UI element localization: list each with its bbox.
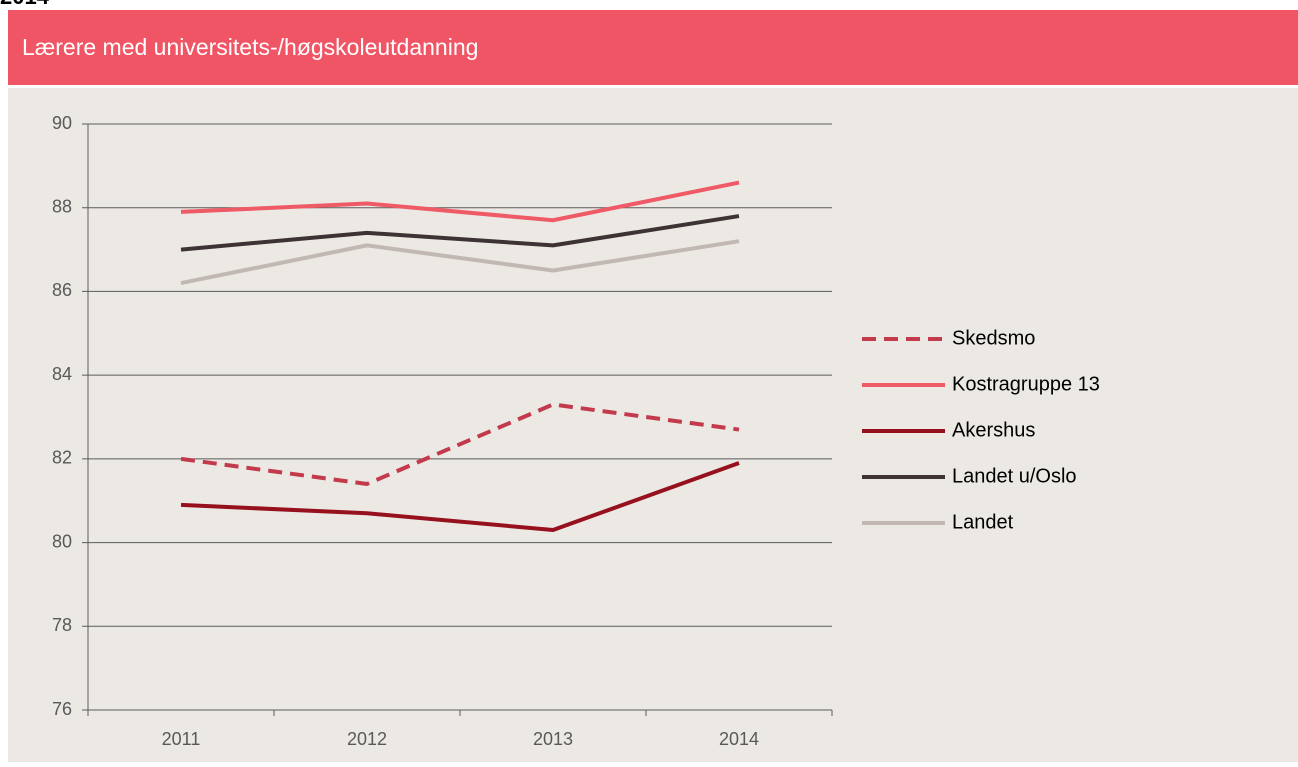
y-tick-label: 78 (52, 615, 72, 635)
series-line (180, 214, 740, 252)
y-tick-label: 80 (52, 531, 72, 551)
legend-label: Landet (952, 511, 1014, 533)
y-tick-label: 88 (52, 196, 72, 216)
x-tick-label: 2013 (533, 729, 573, 749)
legend-label: Skedsmo (952, 327, 1035, 349)
y-tick-label: 86 (52, 280, 72, 300)
legend-label: Akershus (952, 419, 1035, 441)
page-header: 2014 (0, 0, 50, 9)
series-line (180, 180, 740, 223)
x-tick-label: 2014 (719, 729, 759, 749)
series-line (180, 239, 740, 286)
title-banner (8, 10, 1298, 85)
plot-background (8, 88, 1298, 762)
chart-title: Lærere med universitets-/høgskoleutdanni… (22, 34, 478, 60)
series-line (180, 402, 740, 486)
y-tick-label: 90 (52, 113, 72, 133)
y-tick-label: 76 (52, 699, 72, 719)
y-tick-label: 84 (52, 364, 72, 384)
legend-label: Kostragruppe 13 (952, 373, 1100, 395)
series-line (180, 461, 740, 533)
x-tick-label: 2011 (162, 729, 201, 749)
y-tick-label: 82 (52, 448, 72, 468)
legend-label: Landet u/Oslo (952, 465, 1077, 487)
x-tick-label: 2012 (347, 729, 387, 749)
